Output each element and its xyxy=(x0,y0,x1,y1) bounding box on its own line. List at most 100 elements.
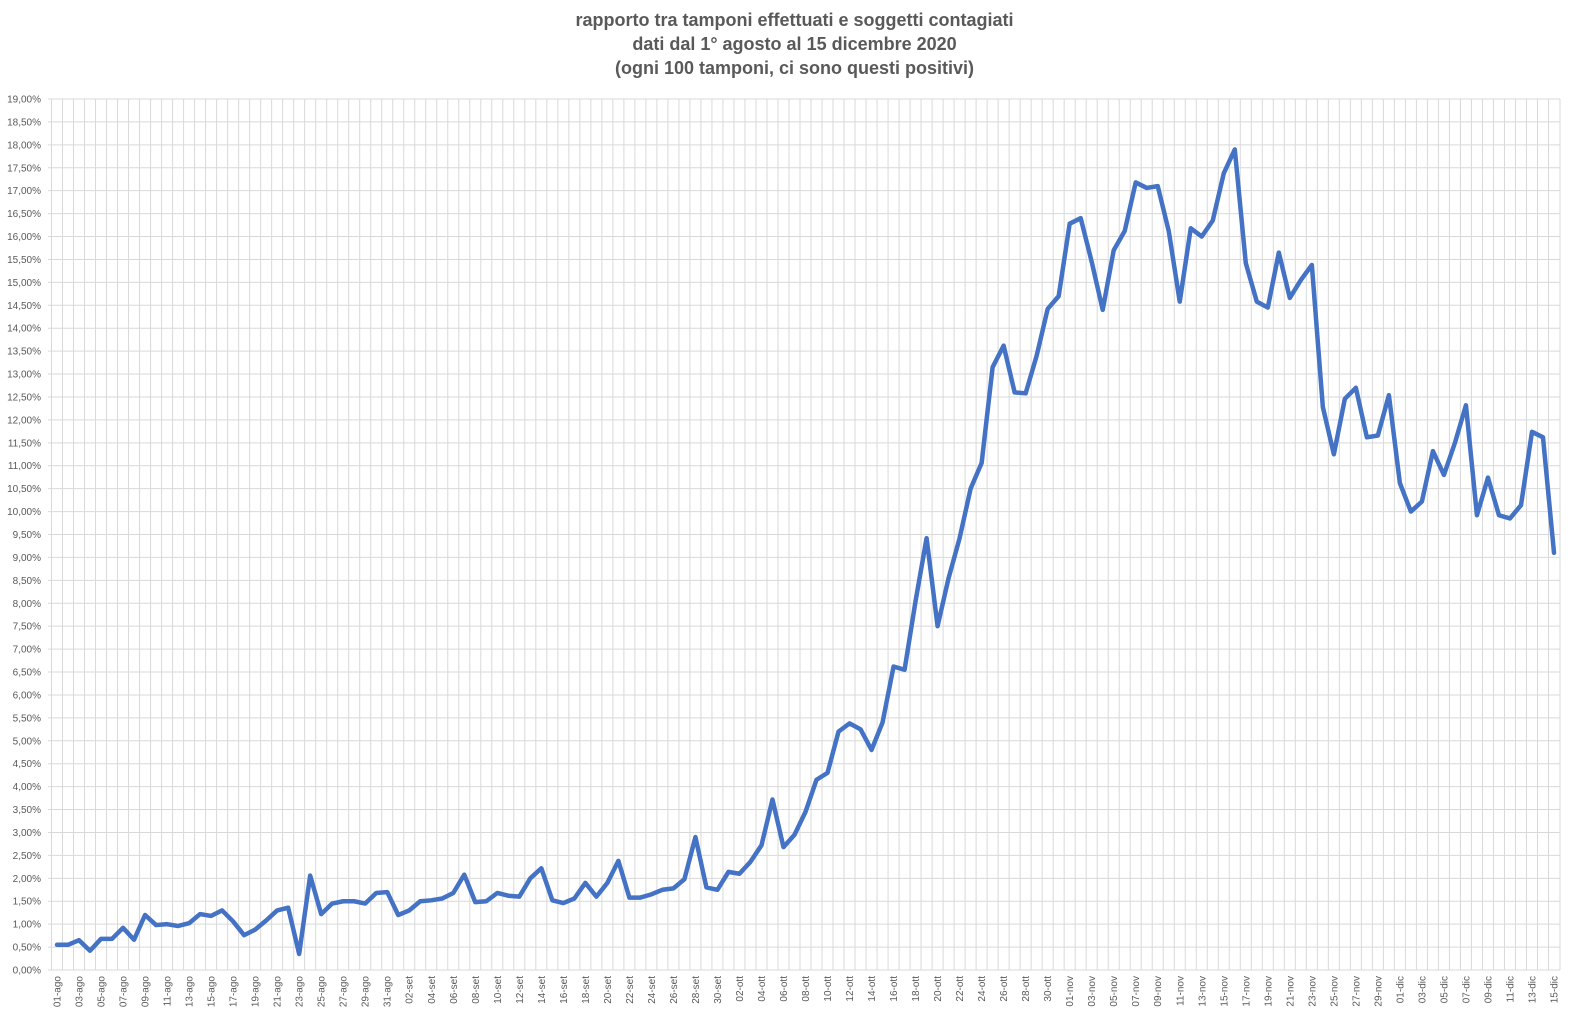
x-tick-label: 08-set xyxy=(471,976,482,1004)
x-tick-label: 23-nov xyxy=(1307,976,1318,1007)
data-point xyxy=(1343,397,1347,401)
data-point xyxy=(1101,308,1105,312)
x-tick-label: 08-ott xyxy=(801,976,812,1002)
x-tick-label: 24-ott xyxy=(977,976,988,1002)
data-point xyxy=(748,860,752,864)
x-tick-label: 17-ago xyxy=(229,976,240,1008)
data-point xyxy=(1222,171,1226,175)
y-tick-label: 3,00% xyxy=(13,828,41,839)
data-point xyxy=(594,895,598,899)
y-tick-label: 4,00% xyxy=(13,782,41,793)
data-point xyxy=(1200,235,1204,239)
data-point xyxy=(638,896,642,900)
x-tick-label: 05-nov xyxy=(1109,976,1120,1007)
x-tick-label: 28-set xyxy=(691,976,702,1004)
y-tick-label: 12,00% xyxy=(7,415,41,426)
data-point xyxy=(396,913,400,917)
y-axis-tick-labels: 0,00% 0,50% 1,00% 1,50% 2,00% 2,50% 3,00% 3,50%… xyxy=(7,95,41,977)
x-tick-label: 03-dic xyxy=(1417,976,1428,1003)
data-point xyxy=(726,870,730,874)
x-tick-label: 01-ago xyxy=(53,976,64,1008)
data-point xyxy=(165,922,169,926)
data-point xyxy=(936,624,940,628)
data-point xyxy=(1310,263,1314,267)
x-tick-label: 18-set xyxy=(581,976,592,1004)
x-tick-label: 10-set xyxy=(493,976,504,1004)
y-tick-label: 16,50% xyxy=(7,209,41,220)
data-point xyxy=(1519,503,1523,507)
y-tick-label: 14,50% xyxy=(7,301,41,312)
x-tick-label: 01-dic xyxy=(1395,976,1406,1003)
x-tick-label: 28-ott xyxy=(1021,976,1032,1002)
data-point xyxy=(286,906,290,910)
x-tick-label: 01-nov xyxy=(1065,976,1076,1007)
x-tick-label: 21-nov xyxy=(1285,976,1296,1007)
y-tick-label: 11,50% xyxy=(8,438,41,449)
x-tick-label: 15-nov xyxy=(1219,976,1230,1007)
x-tick-label: 07-nov xyxy=(1131,976,1142,1007)
y-tick-label: 18,50% xyxy=(7,117,41,128)
y-tick-label: 12,50% xyxy=(7,392,41,403)
data-point xyxy=(572,896,576,900)
data-point xyxy=(66,943,70,947)
data-point xyxy=(539,866,543,870)
data-point xyxy=(1046,307,1050,311)
y-tick-label: 4,50% xyxy=(13,759,41,770)
y-tick-label: 17,00% xyxy=(7,186,41,197)
data-point xyxy=(1442,473,1446,477)
data-point xyxy=(242,933,246,937)
data-point xyxy=(1398,481,1402,485)
y-tick-label: 11,00% xyxy=(8,461,41,472)
x-tick-label: 05-ago xyxy=(97,976,108,1008)
x-tick-label: 20-ott xyxy=(933,976,944,1002)
y-tick-label: 7,00% xyxy=(13,645,41,656)
y-tick-label: 8,50% xyxy=(13,576,41,587)
y-tick-label: 10,50% xyxy=(7,484,41,495)
data-point xyxy=(1409,510,1413,514)
x-tick-label: 29-ago xyxy=(361,976,372,1008)
x-tick-label: 13-dic xyxy=(1527,976,1538,1003)
y-tick-label: 15,50% xyxy=(7,255,41,266)
data-point xyxy=(1453,441,1457,445)
data-point xyxy=(737,872,741,876)
x-tick-label: 17-nov xyxy=(1241,976,1252,1007)
data-point xyxy=(682,877,686,881)
y-tick-label: 15,00% xyxy=(7,278,41,289)
data-point xyxy=(462,873,466,877)
y-tick-label: 5,50% xyxy=(13,713,41,724)
y-tick-label: 6,50% xyxy=(13,668,41,679)
x-axis-tick-labels: 01-ago 03-ago 05-ago 07-ago 09-ago 11-ago 13-a… xyxy=(53,976,1561,1008)
data-point xyxy=(132,938,136,942)
data-point xyxy=(253,928,257,932)
x-tick-label: 05-dic xyxy=(1439,976,1450,1003)
data-point xyxy=(297,952,301,956)
data-point xyxy=(55,943,59,947)
data-point xyxy=(848,721,852,725)
data-point xyxy=(308,874,312,878)
data-point xyxy=(1420,499,1424,503)
data-point xyxy=(506,894,510,898)
data-point xyxy=(947,576,951,580)
x-tick-label: 22-ott xyxy=(955,976,966,1002)
data-point xyxy=(77,938,81,942)
data-point xyxy=(88,949,92,953)
data-point xyxy=(870,748,874,752)
data-point xyxy=(903,668,907,672)
data-point xyxy=(804,810,808,814)
data-point xyxy=(1002,344,1006,348)
y-tick-label: 7,50% xyxy=(13,622,41,633)
data-point xyxy=(561,901,565,905)
data-point xyxy=(385,890,389,894)
x-tick-label: 21-ago xyxy=(273,976,284,1008)
data-point xyxy=(1288,296,1292,300)
data-point xyxy=(484,899,488,903)
data-point xyxy=(1145,186,1149,190)
data-point xyxy=(1068,222,1072,226)
series-line xyxy=(54,147,1557,957)
data-point xyxy=(363,902,367,906)
x-tick-label: 11-nov xyxy=(1175,976,1186,1006)
x-tick-label: 16-set xyxy=(559,976,570,1004)
x-tick-label: 27-ago xyxy=(339,976,350,1008)
data-point xyxy=(1013,390,1017,394)
